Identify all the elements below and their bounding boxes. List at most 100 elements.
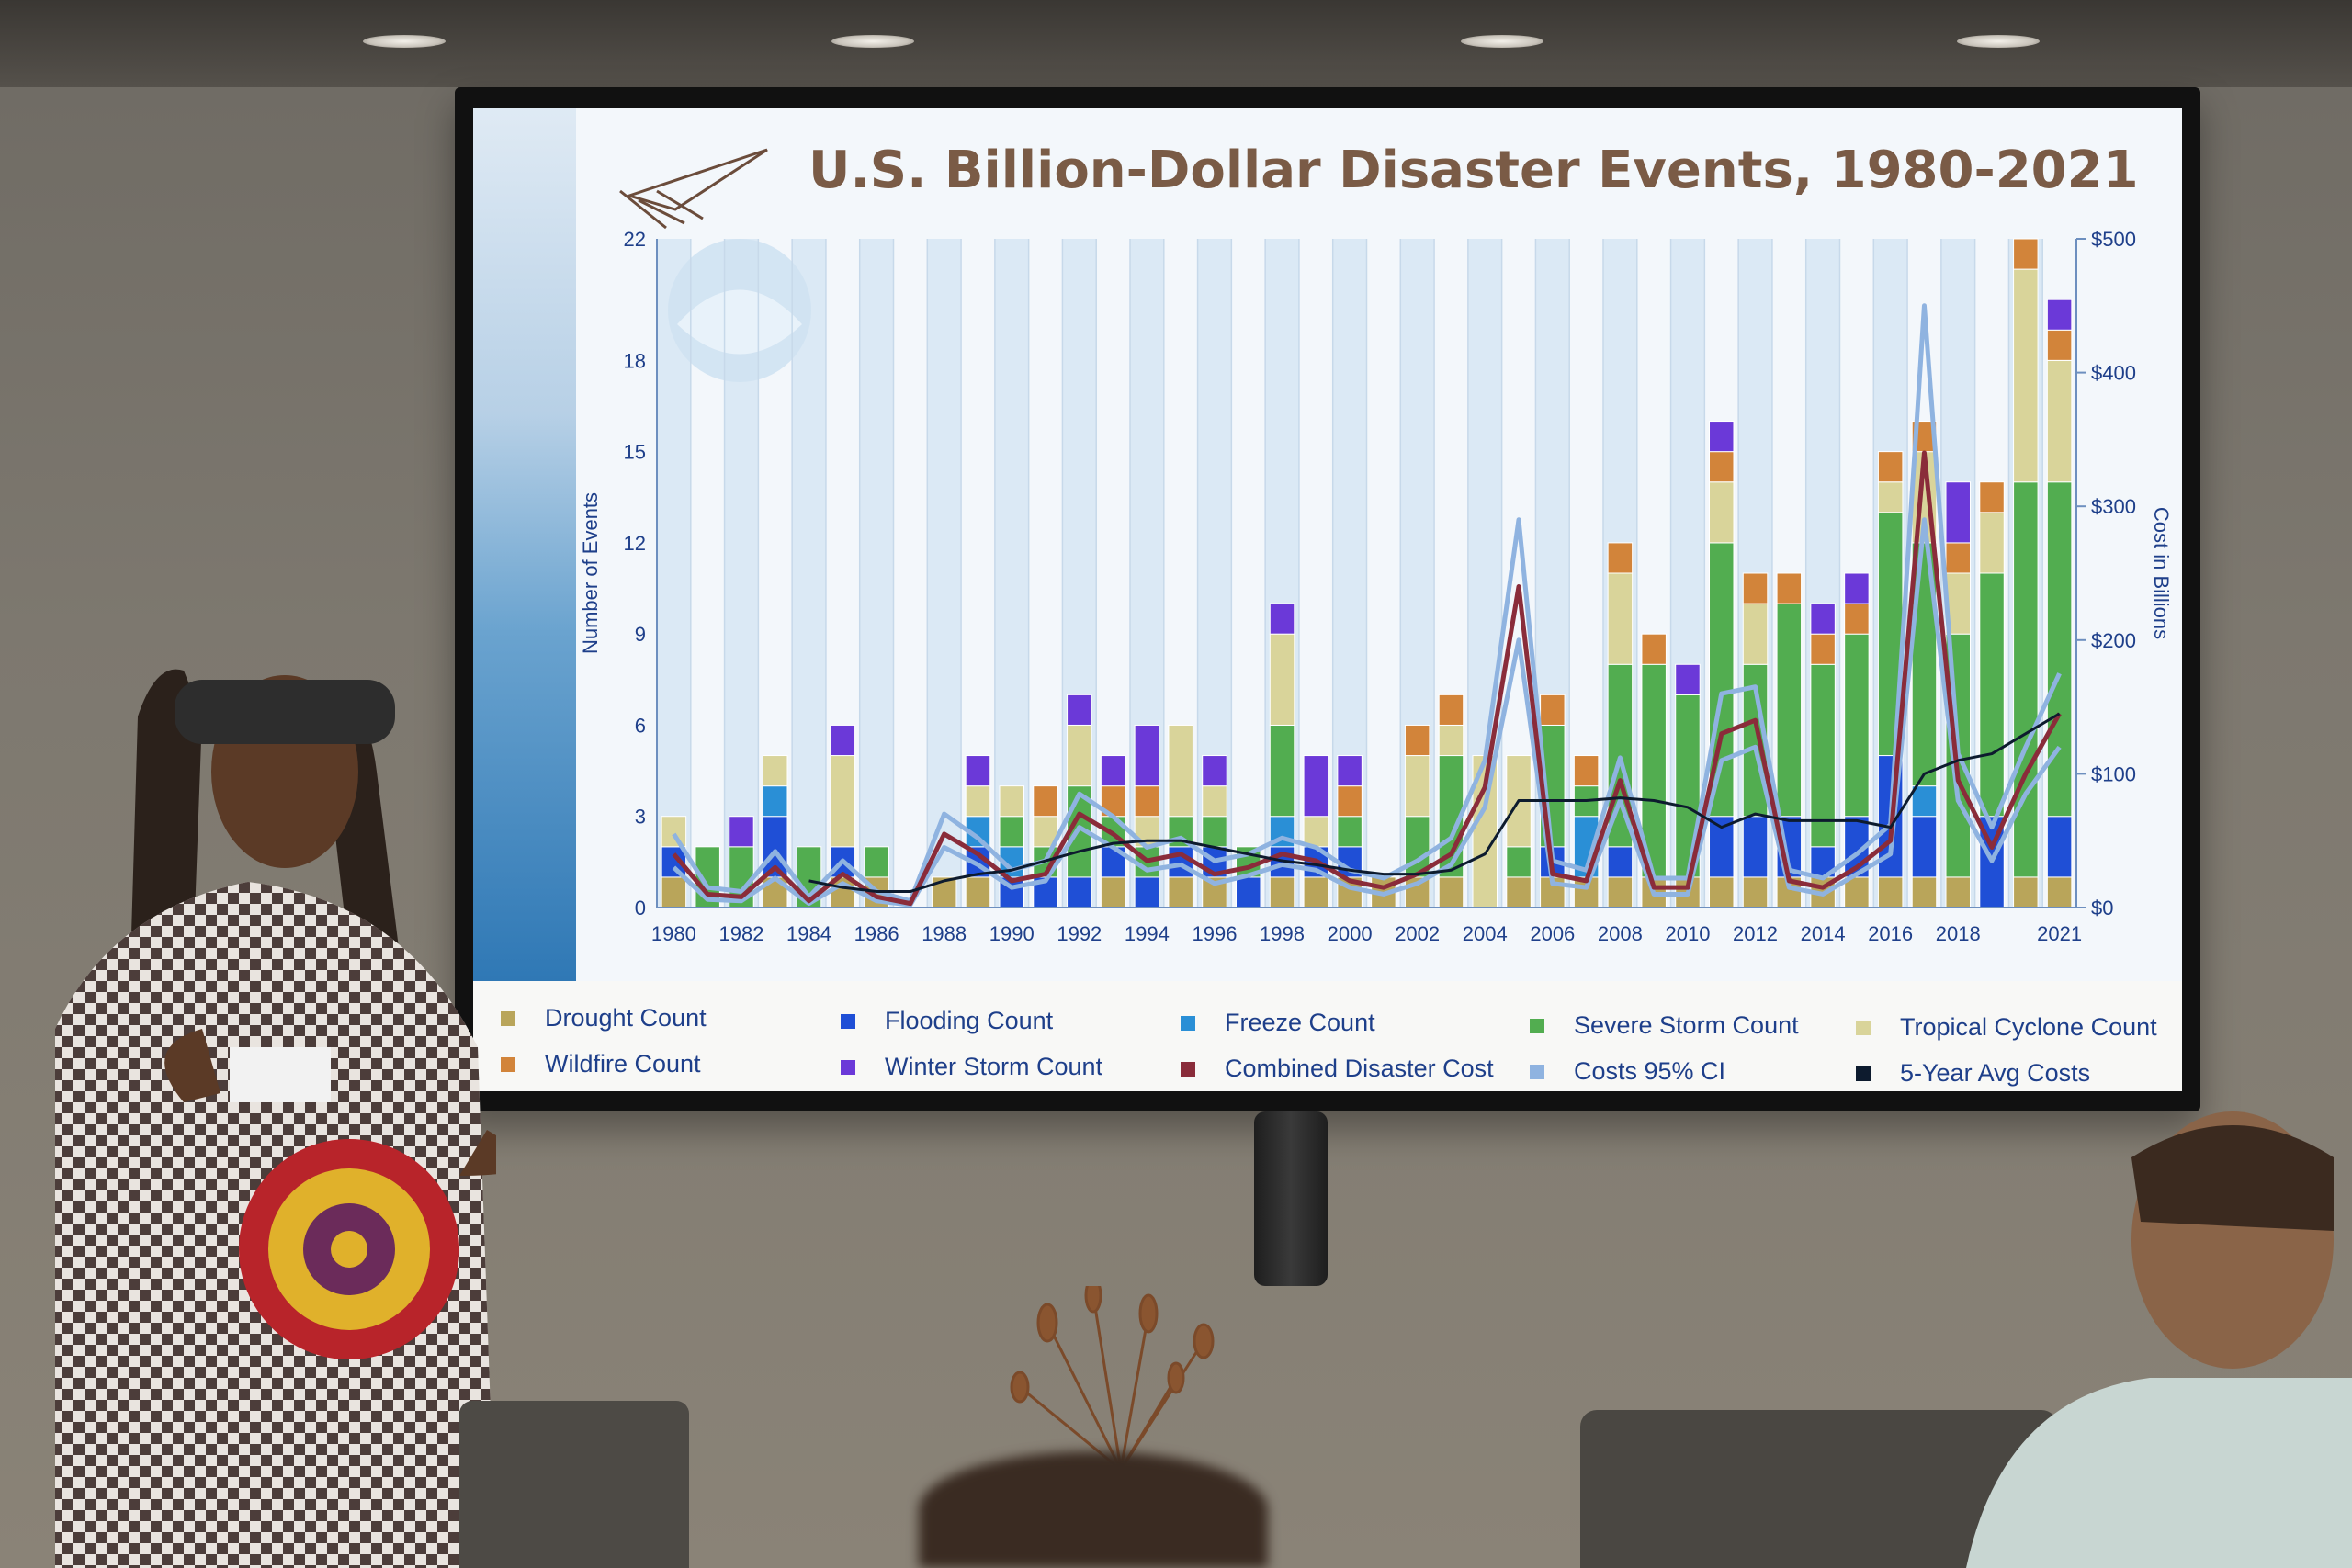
x-tick-label: 2018 [1936, 922, 1981, 945]
bar-segment [1911, 816, 1938, 878]
x-tick-label: 2014 [1801, 922, 1846, 945]
bar-segment [1911, 876, 1938, 908]
bar-segment [1202, 755, 1227, 787]
bar-segment [1506, 846, 1532, 878]
bar-segment [1269, 603, 1295, 635]
bar-segment [1337, 816, 1363, 848]
legend-swatch [1856, 1066, 1871, 1081]
bar-segment [1742, 816, 1769, 878]
bar-segment [1404, 724, 1430, 757]
armchair [459, 1401, 689, 1568]
ceiling [0, 0, 2352, 87]
bar-segment [763, 755, 788, 787]
bar-segment [1134, 785, 1160, 818]
bar-segment [1810, 663, 1836, 848]
bar-segment [1202, 785, 1227, 818]
legend-item-winter-storm: Winter Storm Count [841, 1053, 1102, 1081]
bar-segment [1641, 633, 1667, 665]
bar-segment [763, 785, 788, 818]
bar-segment [1675, 663, 1701, 695]
y-tick-label: 3 [635, 806, 646, 829]
bar-segment [1202, 816, 1227, 848]
camera-mount [1254, 1111, 1328, 1286]
audience-head-blurred [919, 1451, 1268, 1568]
ceiling-light [363, 35, 446, 48]
x-tick-label: 1980 [651, 922, 696, 945]
legend-swatch [501, 1056, 515, 1072]
x-tick-label: 2000 [1328, 922, 1373, 945]
y-axis-title: Number of Events [579, 492, 602, 654]
bar-segment [1776, 603, 1803, 818]
y-tick-label: 15 [624, 441, 646, 464]
y-tick-label: 18 [624, 349, 646, 372]
chart-legend: Drought Count Wildfire Count Flooding Co… [473, 981, 2182, 1091]
x-tick-label: 1988 [922, 922, 967, 945]
bar-segment [1100, 755, 1126, 787]
bar-segment [1404, 755, 1430, 818]
bar-segment [1269, 876, 1295, 908]
bar-segment [864, 846, 889, 878]
bar-segment [1033, 785, 1058, 818]
bar-segment [1844, 633, 1870, 818]
legend-label: Drought Count [545, 1004, 707, 1032]
bar-segment [1438, 876, 1464, 908]
legend-item-five-year-avg: 5-Year Avg Costs [1856, 1059, 2090, 1088]
bar-segment [830, 755, 856, 848]
bar-segment [1810, 633, 1836, 665]
bar-segment [2046, 359, 2073, 483]
y2-axis-title: Cost in Billions [2150, 507, 2173, 639]
y2-tick-label: $100 [2091, 762, 2136, 785]
combined-cost-line [672, 450, 2062, 907]
legend-item-flooding: Flooding Count [841, 1007, 1053, 1035]
legend-item-freeze: Freeze Count [1181, 1009, 1375, 1037]
bar-segment [1067, 694, 1092, 726]
bar-segment [1877, 451, 1904, 483]
bar-segment [2046, 299, 2073, 331]
presenter-figure [55, 669, 496, 1568]
bar-segment [2046, 481, 2073, 818]
bar-segment [1506, 876, 1532, 908]
bar-segment [2046, 876, 2073, 908]
y2-tick-label: $500 [2091, 228, 2136, 251]
legend-label: Costs 95% CI [1574, 1057, 1726, 1085]
bar-segment [965, 755, 991, 787]
bar-segment [1067, 876, 1092, 908]
legend-label: 5-Year Avg Costs [1900, 1059, 2091, 1087]
audience-member [1966, 1111, 2352, 1568]
legend-item-drought: Drought Count [501, 1004, 707, 1032]
x-tick-label: 1990 [989, 922, 1035, 945]
bar-segment [999, 816, 1024, 848]
bar-segment [1438, 694, 1464, 726]
bar-segment [2013, 481, 2039, 878]
chart-grid [656, 239, 2077, 908]
chart-stripe [927, 239, 962, 908]
presentation-screen: 0 3 6 9 12 15 18 22 $0 $100 $200 $300 $400 $500 1980 19… [473, 108, 2182, 1091]
x-tick-label: 2006 [1530, 922, 1575, 945]
x-tick-label: 2012 [1733, 922, 1778, 945]
bar-segment [1168, 876, 1193, 908]
legend-label: Winter Storm Count [885, 1053, 1103, 1080]
legend-swatch [501, 1010, 515, 1026]
bar-segment [1607, 846, 1634, 878]
bar-segment [1269, 724, 1295, 818]
bar-segment [2046, 816, 2073, 878]
y2-tick-label: $400 [2091, 362, 2136, 385]
bar-segment [1709, 451, 1735, 483]
chart-canvas: 0 3 6 9 12 15 18 22 $0 $100 $200 $300 $400 $500 1980 19… [579, 148, 2173, 945]
legend-label: Flooding Count [885, 1007, 1054, 1034]
bar-segment [1776, 572, 1803, 604]
bar-segment [1742, 603, 1769, 665]
bar-segment [965, 876, 991, 908]
y2-tick-label: $0 [2091, 897, 2113, 919]
bar-segment [1168, 724, 1193, 818]
bar-segment [1134, 724, 1160, 787]
bar-segment [1236, 876, 1261, 908]
legend-swatch [1530, 1018, 1544, 1033]
y-tick-label: 12 [624, 532, 646, 555]
bar-segment [1979, 572, 2005, 818]
bar-segment [1540, 694, 1566, 726]
dried-plant-decor [992, 1277, 1250, 1472]
legend-label: Freeze Count [1225, 1009, 1375, 1036]
bar-segment [1844, 572, 1870, 604]
bar-segment [1100, 876, 1126, 908]
